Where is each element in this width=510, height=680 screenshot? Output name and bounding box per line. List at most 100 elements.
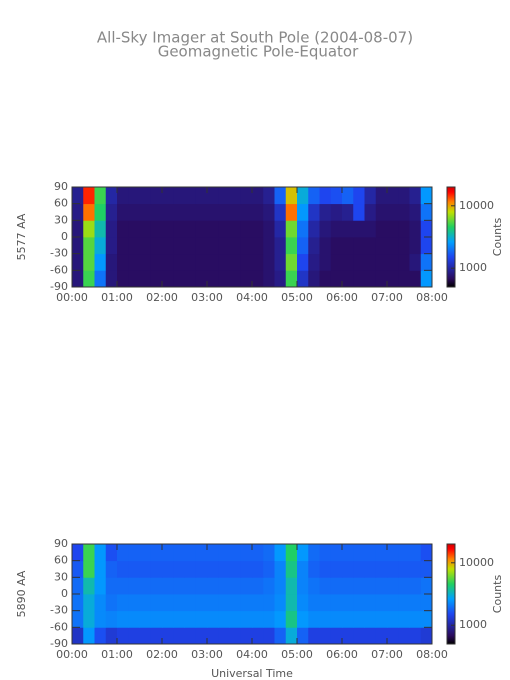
- heatmap-cell: [184, 610, 197, 628]
- heatmap-cell: [398, 610, 410, 628]
- heatmap-cell: [173, 594, 185, 612]
- colorbar-label: Counts: [491, 575, 504, 614]
- heatmap-cell: [83, 544, 95, 562]
- heatmap-cell: [319, 627, 332, 645]
- heatmap-cell: [353, 270, 365, 288]
- heatmap-cell: [364, 220, 377, 238]
- heatmap-cell: [252, 270, 264, 288]
- colorbar-tick-label: 10000: [459, 199, 494, 212]
- heatmap-cell: [105, 187, 118, 205]
- y-tick-label: 30: [54, 570, 68, 583]
- heatmap-cell: [105, 203, 118, 221]
- heatmap-cell: [195, 220, 208, 238]
- heatmap-cell: [409, 560, 422, 578]
- axes: [71, 543, 433, 645]
- heatmap-cell: [105, 560, 118, 578]
- heatmap-cell: [195, 253, 208, 271]
- heatmap-cell: [105, 610, 118, 628]
- heatmap-cell: [218, 560, 230, 578]
- heatmap-cell: [83, 560, 95, 578]
- heatmap-cell: [342, 220, 354, 238]
- heatmap-cell: [274, 187, 287, 205]
- heatmap-cell: [184, 270, 197, 288]
- heatmap-cell: [83, 253, 95, 271]
- heatmap-cell: [274, 594, 287, 612]
- heatmap-cell: [173, 203, 185, 221]
- heatmap-cell: [308, 594, 320, 612]
- heatmap-cell: [375, 237, 388, 255]
- heatmap-cell: [263, 544, 275, 562]
- heatmap-cell: [195, 610, 208, 628]
- heatmap-cell: [218, 544, 230, 562]
- y-tick-label: -90: [50, 280, 68, 293]
- heatmap-cell: [364, 203, 377, 221]
- heatmap-cell: [285, 270, 298, 288]
- heatmap-cell: [139, 610, 152, 628]
- heatmap-cell: [285, 594, 298, 612]
- heatmap-cell: [117, 237, 129, 255]
- heatmap-cell: [240, 577, 253, 595]
- heatmap-cell: [252, 203, 264, 221]
- heatmap-cell: [150, 594, 163, 612]
- heatmap-cell: [285, 253, 298, 271]
- heatmap-cell: [150, 220, 163, 238]
- heatmap-cell: [218, 270, 230, 288]
- heatmap-cell: [420, 187, 433, 205]
- heatmap-cell: [173, 270, 185, 288]
- x-tick-label: 04:00: [236, 648, 268, 661]
- heatmap-cell: [330, 253, 343, 271]
- heatmap-cell: [308, 577, 320, 595]
- heatmap-cell: [319, 577, 332, 595]
- colorbar: [446, 543, 456, 645]
- heatmap-cell: [263, 203, 275, 221]
- heatmap-cell: [150, 577, 163, 595]
- x-tick-label: 02:00: [146, 291, 178, 304]
- heatmap-cell: [263, 220, 275, 238]
- heatmap-cell: [420, 560, 433, 578]
- heatmap-cell: [105, 577, 118, 595]
- heatmap-cell: [184, 203, 197, 221]
- x-axis-label: Universal Time: [211, 667, 293, 680]
- heatmap-cell: [308, 544, 320, 562]
- heatmap-cell: [229, 627, 242, 645]
- heatmap-cell: [330, 270, 343, 288]
- heatmap-cell: [128, 270, 140, 288]
- heatmap-cell: [252, 187, 264, 205]
- heatmap-cell: [218, 220, 230, 238]
- heatmap-cell: [409, 577, 422, 595]
- heatmap-cell: [353, 627, 365, 645]
- heatmap-cell: [420, 220, 433, 238]
- heatmap-cell: [330, 560, 343, 578]
- heatmap-cell: [252, 594, 264, 612]
- heatmap-cell: [252, 237, 264, 255]
- heatmap-cell: [364, 560, 377, 578]
- heatmap-cell: [139, 594, 152, 612]
- heatmap-cell: [398, 237, 410, 255]
- heatmap-cell: [207, 237, 219, 255]
- heatmap-cell: [387, 560, 399, 578]
- heatmap-cell: [330, 610, 343, 628]
- y-tick-label: 90: [54, 537, 68, 550]
- heatmap-cell: [195, 270, 208, 288]
- heatmap-cell: [173, 220, 185, 238]
- heatmap-cell: [252, 544, 264, 562]
- heatmap-cell: [420, 577, 433, 595]
- heatmap-cell: [420, 253, 433, 271]
- heatmap-cell: [387, 237, 399, 255]
- heatmap-cell: [128, 627, 140, 645]
- heatmap-cell: [117, 270, 129, 288]
- heatmap-cell: [274, 610, 287, 628]
- heatmap-cell: [117, 544, 129, 562]
- y-tick-label: -60: [50, 620, 68, 633]
- heatmap-cell: [297, 203, 309, 221]
- heatmap-cell: [139, 203, 152, 221]
- heatmap-cell: [375, 560, 388, 578]
- heatmap-cell: [364, 544, 377, 562]
- heatmap-cell: [342, 577, 354, 595]
- heatmap-cell: [387, 627, 399, 645]
- heatmap-cell: [308, 220, 320, 238]
- heatmap-cell: [375, 594, 388, 612]
- heatmap-cell: [364, 594, 377, 612]
- heatmap-cell: [297, 187, 309, 205]
- heatmap-cell: [420, 544, 433, 562]
